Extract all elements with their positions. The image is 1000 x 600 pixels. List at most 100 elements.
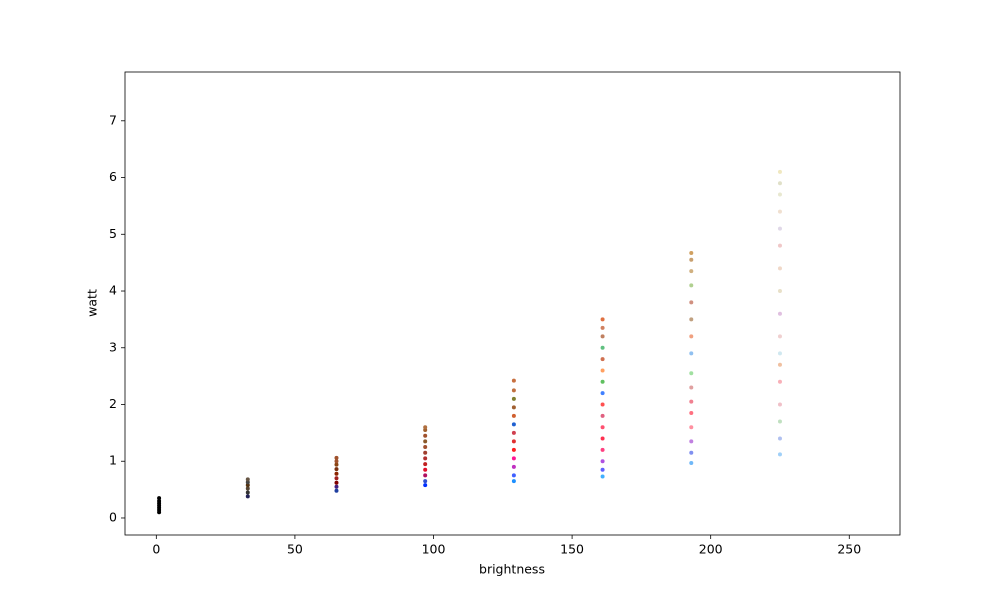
- point: [423, 439, 428, 444]
- point: [689, 251, 694, 256]
- point: [777, 192, 782, 197]
- point: [334, 459, 339, 464]
- point: [777, 266, 782, 271]
- point: [245, 483, 250, 488]
- point: [511, 413, 516, 418]
- point: [600, 413, 605, 418]
- point: [511, 396, 516, 401]
- y-tick-label: 5: [109, 226, 117, 241]
- point: [777, 169, 782, 174]
- point: [511, 405, 516, 410]
- point: [245, 490, 250, 495]
- y-tick-label: 6: [109, 169, 117, 184]
- point: [600, 379, 605, 384]
- point: [689, 351, 694, 356]
- point: [689, 450, 694, 455]
- point: [511, 439, 516, 444]
- point: [777, 402, 782, 407]
- point: [245, 486, 250, 491]
- point: [157, 496, 162, 501]
- point: [245, 480, 250, 485]
- point: [511, 422, 516, 427]
- point: [423, 483, 428, 488]
- point: [423, 473, 428, 478]
- y-tick-label: 1: [109, 453, 117, 468]
- point: [777, 243, 782, 248]
- point: [689, 283, 694, 288]
- point: [334, 462, 339, 467]
- point: [245, 494, 250, 499]
- point: [777, 311, 782, 316]
- point: [777, 209, 782, 214]
- point: [423, 433, 428, 438]
- point: [689, 257, 694, 262]
- x-tick-label: 150: [560, 542, 584, 557]
- point: [777, 436, 782, 441]
- point: [689, 411, 694, 416]
- point: [600, 474, 605, 479]
- point: [423, 450, 428, 455]
- y-tick-label: 0: [109, 509, 117, 524]
- point: [777, 226, 782, 231]
- point: [511, 473, 516, 478]
- point: [423, 479, 428, 484]
- plot-frame: [124, 71, 901, 536]
- point: [600, 334, 605, 339]
- point: [511, 378, 516, 383]
- point: [689, 425, 694, 430]
- point: [511, 388, 516, 393]
- point: [423, 425, 428, 430]
- point: [157, 498, 162, 503]
- x-axis-label: brightness: [479, 562, 545, 577]
- point: [423, 462, 428, 467]
- point: [600, 368, 605, 373]
- y-axis-label: watt: [85, 289, 100, 317]
- y-tick-label: 7: [109, 112, 117, 127]
- x-tick-label: 100: [422, 542, 446, 557]
- point: [689, 317, 694, 322]
- point: [511, 447, 516, 452]
- point: [600, 325, 605, 330]
- point: [423, 428, 428, 433]
- point: [689, 439, 694, 444]
- point: [777, 452, 782, 457]
- point: [511, 479, 516, 484]
- point: [600, 447, 605, 452]
- point: [689, 334, 694, 339]
- point: [600, 425, 605, 430]
- x-tick-label: 250: [837, 542, 861, 557]
- y-tick-label: 4: [109, 283, 117, 298]
- point: [600, 467, 605, 472]
- x-tick-label: 200: [699, 542, 723, 557]
- point: [423, 456, 428, 461]
- y-tick-label: 3: [109, 339, 117, 354]
- point: [600, 402, 605, 407]
- y-tick-label: 2: [109, 396, 117, 411]
- point: [777, 419, 782, 424]
- point: [511, 430, 516, 435]
- point: [511, 456, 516, 461]
- point: [689, 399, 694, 404]
- point: [600, 357, 605, 362]
- point: [334, 467, 339, 472]
- point: [777, 289, 782, 294]
- x-tick-label: 0: [152, 542, 160, 557]
- point: [777, 379, 782, 384]
- point: [777, 181, 782, 186]
- point: [423, 445, 428, 450]
- point: [689, 385, 694, 390]
- point: [600, 317, 605, 322]
- point: [334, 484, 339, 489]
- point: [600, 459, 605, 464]
- point: [600, 345, 605, 350]
- point: [600, 391, 605, 396]
- point: [423, 467, 428, 472]
- point: [245, 477, 250, 482]
- point: [689, 460, 694, 465]
- point: [600, 436, 605, 441]
- point: [334, 488, 339, 493]
- point: [334, 480, 339, 485]
- point: [777, 351, 782, 356]
